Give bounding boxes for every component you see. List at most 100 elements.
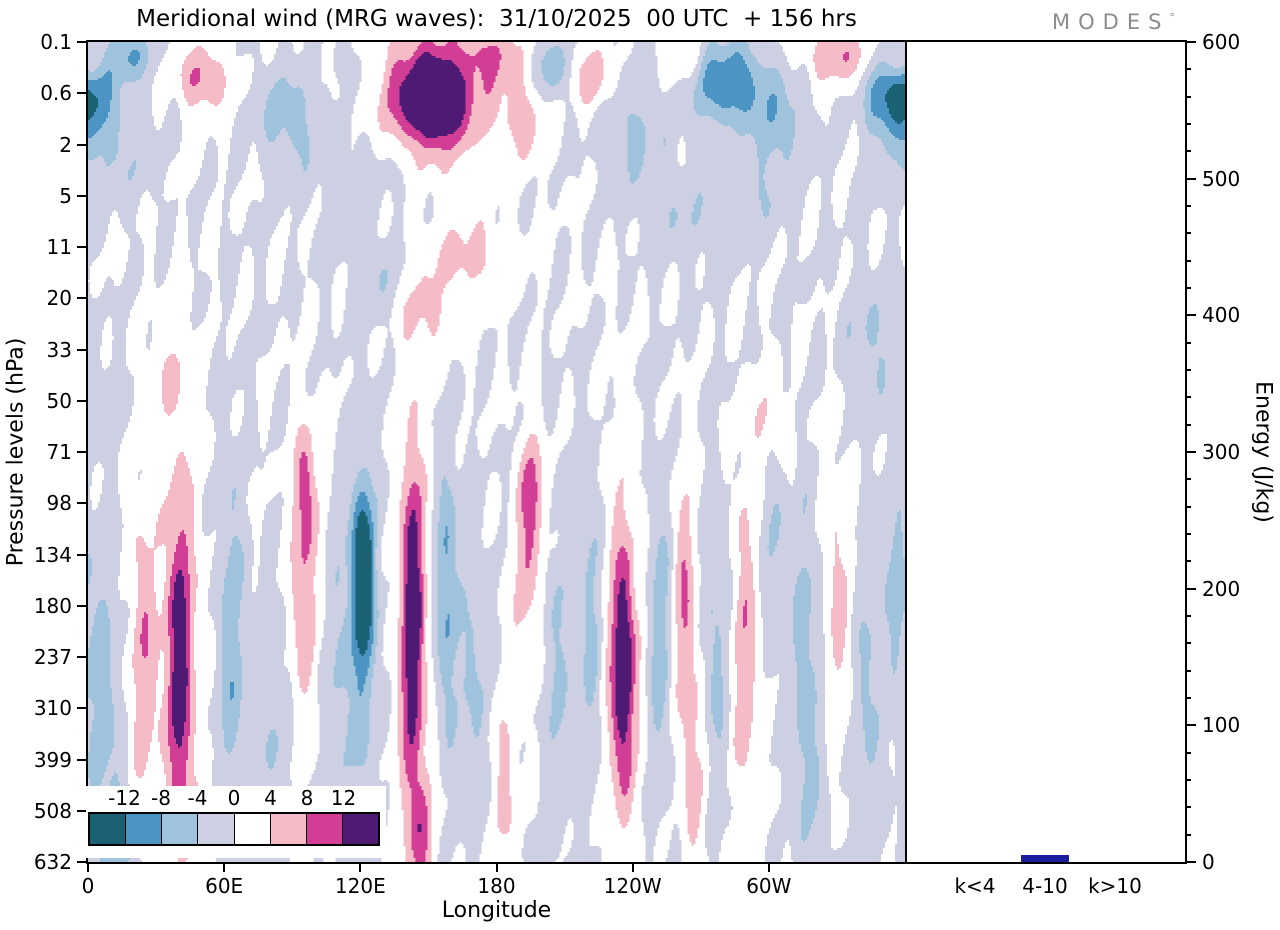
pressure-tick-label: 71	[46, 440, 72, 464]
energy-tick-label: 0	[1202, 850, 1215, 874]
pressure-tick-label: 632	[33, 850, 72, 874]
colorbar-swatch	[90, 814, 126, 844]
energy-axis-title: Energy (J/kg)	[1250, 381, 1276, 523]
colorbar-tick-label: -4	[187, 786, 208, 810]
pressure-tick	[77, 809, 88, 812]
energy-tick-label: 400	[1202, 303, 1241, 328]
energy-minor-tick	[1185, 615, 1191, 617]
energy-minor-tick	[1185, 287, 1191, 289]
chart-title: Meridional wind (MRG waves): 31/10/2025 …	[136, 6, 857, 32]
energy-tick-label: 100	[1202, 713, 1241, 738]
wavenumber-category-label: 4-10	[1022, 874, 1068, 898]
pressure-tick	[77, 92, 88, 95]
energy-minor-tick	[1185, 642, 1191, 645]
energy-minor-tick	[1185, 806, 1191, 809]
energy-minor-tick	[1185, 369, 1191, 371]
colorbar-swatch	[233, 814, 270, 844]
energy-tick-label: 500	[1202, 166, 1241, 191]
energy-minor-tick	[1185, 751, 1191, 754]
energy-minor-tick	[1185, 505, 1191, 508]
colorbar-swatch	[197, 814, 234, 844]
energy-minor-tick	[1185, 697, 1191, 699]
pressure-tick-label: 399	[33, 747, 72, 772]
longitude-tick-label: 0	[81, 874, 95, 898]
pressure-tick	[77, 861, 88, 863]
pressure-tick	[77, 246, 88, 248]
energy-minor-tick	[1185, 669, 1191, 672]
energy-tick-label: 600	[1202, 30, 1241, 54]
pressure-tick-label: 0.6	[40, 81, 72, 106]
energy-tick-label: 200	[1202, 576, 1241, 601]
pressure-tick	[77, 502, 88, 505]
colorbar-swatch	[341, 814, 378, 844]
colorbar-labels: -12 -8 -4 0 4 8 12	[88, 786, 380, 810]
energy-minor-tick	[1185, 205, 1191, 207]
energy-minor-tick	[1185, 560, 1191, 563]
energy-tick	[1185, 587, 1196, 590]
longitude-tick-label: 180	[477, 874, 516, 898]
pressure-tick	[77, 451, 88, 453]
energy-minor-tick	[1185, 478, 1191, 481]
energy-tick-label: 300	[1202, 440, 1241, 464]
energy-tick	[1185, 724, 1196, 727]
y-axis-title: Pressure levels (hPa)	[3, 337, 29, 567]
pressure-tick	[77, 758, 88, 761]
colorbar-swatch	[161, 814, 198, 844]
pressure-tick-label: 508	[33, 798, 72, 823]
pressure-tick	[77, 348, 88, 351]
colorbar-tick-label: -8	[151, 786, 171, 810]
energy-panel-border	[905, 40, 1187, 864]
energy-minor-tick	[1185, 232, 1191, 235]
pressure-tick-label: 5	[59, 183, 72, 208]
pressure-tick-label: 33	[46, 337, 72, 362]
colorbar-tick-label: -12	[108, 786, 141, 810]
longitude-tick	[87, 862, 89, 872]
colorbar-tick-label: 0	[227, 786, 241, 810]
pressure-tick-label: 20	[46, 286, 72, 311]
energy-minor-tick	[1185, 95, 1191, 98]
pressure-tick	[77, 656, 88, 658]
pressure-tick-label: 180	[33, 593, 72, 618]
longitude-tick-label: 60W	[746, 874, 792, 898]
pressure-tick-label: 98	[46, 491, 72, 516]
pressure-tick	[77, 604, 88, 607]
colorbar-swatch	[269, 814, 306, 844]
energy-tick	[1185, 451, 1196, 453]
longitude-tick	[631, 862, 634, 872]
modes-logo: MODES°	[1052, 10, 1175, 34]
longitude-tick-label: 120W	[603, 874, 662, 898]
energy-minor-tick	[1185, 123, 1191, 125]
energy-minor-tick	[1185, 396, 1191, 399]
pressure-tick	[77, 707, 88, 710]
pressure-tick	[77, 41, 88, 43]
wavenumber-category-label: k<4	[954, 874, 996, 898]
longitude-tick-label: 120E	[334, 874, 386, 898]
energy-minor-tick	[1185, 779, 1191, 781]
contour-field	[88, 42, 905, 862]
pressure-tick-label: 11	[46, 235, 72, 259]
pressure-tick-label: 50	[46, 388, 72, 413]
colorbar-swatch	[125, 814, 162, 844]
pressure-tick-label: 310	[33, 696, 72, 721]
energy-minor-tick	[1185, 68, 1191, 71]
x-axis-title: Longitude	[441, 898, 552, 923]
longitude-tick	[495, 862, 498, 872]
degree-mark: °	[1169, 11, 1175, 24]
energy-minor-tick	[1185, 833, 1191, 836]
pressure-tick	[77, 297, 88, 300]
energy-bar	[1021, 855, 1069, 862]
pressure-tick	[77, 399, 88, 402]
longitude-tick	[767, 862, 770, 872]
energy-minor-tick	[1185, 533, 1191, 535]
energy-tick	[1185, 314, 1196, 317]
colorbar: -12 -8 -4 0 4 8 12	[86, 786, 386, 858]
longitude-tick-label: 60E	[205, 874, 244, 898]
pressure-tick-label: 0.1	[40, 30, 72, 54]
colorbar-swatches	[88, 812, 380, 846]
pressure-tick	[77, 143, 88, 146]
energy-minor-tick	[1185, 423, 1191, 426]
longitude-tick	[223, 862, 226, 872]
pressure-tick-label: 237	[33, 645, 72, 669]
pressure-tick	[77, 194, 88, 197]
